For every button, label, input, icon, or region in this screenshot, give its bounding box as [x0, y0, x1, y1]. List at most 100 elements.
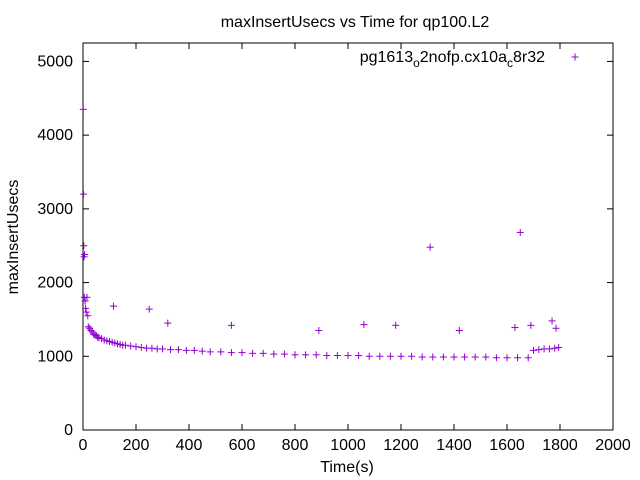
legend: pg1613o2nofp.cx10ac8r32	[360, 49, 579, 70]
data-point	[551, 344, 559, 352]
data-point	[323, 352, 331, 360]
data-point	[270, 350, 278, 358]
data-points	[79, 105, 563, 362]
data-point	[83, 293, 91, 301]
data-point	[238, 349, 246, 357]
x-tick-label: 1400	[436, 437, 472, 454]
y-tick-label: 0	[64, 422, 73, 439]
legend-part-b: o	[413, 56, 420, 70]
data-point	[315, 326, 323, 334]
x-tick-label: 400	[176, 437, 203, 454]
x-tick-label: 0	[79, 437, 88, 454]
data-point	[426, 243, 434, 251]
x-tick-label: 1800	[542, 437, 578, 454]
data-point	[492, 354, 500, 362]
data-point	[81, 251, 89, 259]
data-point	[429, 353, 437, 361]
data-point	[148, 344, 156, 352]
data-point	[82, 308, 90, 316]
data-point	[455, 326, 463, 334]
data-point	[84, 312, 92, 320]
data-point	[312, 351, 320, 359]
data-point	[198, 347, 206, 355]
data-point	[84, 323, 92, 331]
data-point	[137, 343, 145, 351]
data-point	[291, 351, 299, 359]
data-point	[511, 324, 519, 332]
data-point	[365, 352, 373, 360]
data-point	[527, 321, 535, 329]
data-point	[461, 353, 469, 361]
data-point	[145, 305, 153, 313]
data-point	[514, 354, 522, 362]
y-tick-label: 3000	[37, 201, 73, 218]
data-point	[227, 321, 235, 329]
data-point	[482, 353, 490, 361]
legend-part-c: 2nofp.cx10a	[420, 49, 507, 66]
data-point	[94, 333, 102, 341]
data-point	[81, 297, 89, 305]
data-point	[386, 352, 394, 360]
data-point	[79, 105, 87, 113]
x-tick-label: 2000	[595, 437, 631, 454]
data-point	[127, 342, 135, 350]
y-tick-label: 2000	[37, 275, 73, 292]
data-point	[217, 348, 225, 356]
x-tick-label: 1600	[489, 437, 525, 454]
data-point	[87, 326, 95, 334]
y-tick-label: 5000	[37, 53, 73, 70]
data-point	[302, 351, 310, 359]
data-point	[524, 354, 532, 362]
legend-marker	[571, 53, 579, 61]
data-point	[109, 302, 117, 310]
data-point	[280, 350, 288, 358]
data-point	[206, 348, 214, 356]
data-point	[439, 353, 447, 361]
data-point	[249, 349, 257, 357]
data-point	[159, 345, 166, 353]
data-point	[360, 321, 368, 329]
data-point	[408, 352, 416, 360]
data-point	[174, 346, 182, 354]
data-point	[227, 349, 235, 357]
data-point	[166, 346, 174, 354]
data-point	[548, 317, 556, 325]
legend-part-d: c	[507, 56, 513, 70]
y-tick-label: 4000	[37, 127, 73, 144]
data-point	[182, 346, 190, 354]
data-point	[552, 324, 560, 332]
data-point	[516, 228, 524, 236]
x-tick-label: 800	[282, 437, 309, 454]
data-point	[164, 319, 172, 327]
data-point	[121, 341, 129, 349]
data-point	[190, 346, 198, 354]
data-point	[333, 352, 341, 360]
x-tick-label: 1000	[330, 437, 366, 454]
x-tick-label: 600	[229, 437, 256, 454]
axis-ticks: 0 200 400 600 800 1000 1200 1400 1600 1800 2000 0 10…	[37, 43, 631, 454]
y-tick-label: 1000	[37, 348, 73, 365]
data-point	[471, 353, 479, 361]
plot-area-frame	[82, 42, 614, 431]
data-point	[132, 343, 140, 351]
data-point	[555, 343, 563, 351]
data-point	[376, 352, 384, 360]
legend-marker-plus-icon	[571, 53, 579, 61]
chart-title: maxInsertUsecs vs Time for qp100.L2	[221, 14, 490, 31]
data-point	[355, 352, 363, 360]
data-point	[535, 346, 543, 354]
data-point	[80, 190, 88, 198]
data-point	[545, 345, 553, 353]
data-point	[530, 346, 537, 354]
x-tick-label: 1200	[383, 437, 419, 454]
data-point	[503, 354, 511, 362]
x-axis-label: Time(s)	[320, 459, 374, 476]
data-point	[392, 321, 400, 329]
y-axis-label: maxInsertUsecs	[5, 180, 22, 295]
data-point	[80, 242, 88, 250]
data-point	[418, 353, 426, 361]
data-point	[82, 304, 90, 312]
x-tick-label: 200	[123, 437, 150, 454]
legend-label: pg1613o2nofp.cx10ac8r32	[360, 49, 545, 70]
